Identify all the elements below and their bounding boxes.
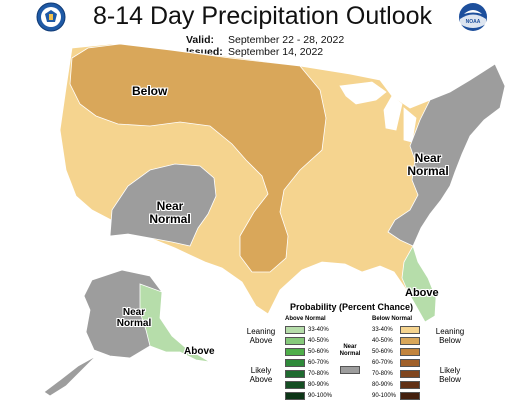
- valid-dates: Valid: September 22 - 28, 2022: [186, 34, 344, 46]
- legend-near-normal-swatch: [340, 366, 360, 374]
- legend-below-bin-swatch: [400, 359, 420, 367]
- legend-below-bin-label: 70-80%: [372, 371, 393, 377]
- legend-above-header: Above Normal: [285, 316, 326, 322]
- legend-above-bin-label: 60-70%: [308, 360, 329, 366]
- legend-likely-above: Likely Above: [249, 366, 273, 385]
- legend-above-bin-swatch: [285, 392, 305, 400]
- legend-above-bin-label: 80-90%: [308, 382, 329, 388]
- legend-above-bin-swatch: [285, 359, 305, 367]
- legend-below-header: Below Normal: [372, 316, 413, 322]
- southwest-near-normal-region: [109, 163, 217, 247]
- alaska-near-normal-region: [43, 269, 163, 397]
- page-title: 8-14 Day Precipitation Outlook: [92, 2, 433, 30]
- legend-below-bin-label: 60-70%: [372, 360, 393, 366]
- legend-below-bin-swatch: [400, 381, 420, 389]
- legend-above-bin-label: 33-40%: [308, 327, 329, 333]
- alaska-above-region: [139, 283, 211, 363]
- below-core-region: [69, 43, 327, 273]
- label-near-normal-west: Near Normal: [149, 199, 191, 226]
- valid-value: September 22 - 28, 2022: [228, 34, 345, 46]
- legend-above-bin-swatch: [285, 337, 305, 345]
- legend-above-bin-label: 70-80%: [308, 371, 329, 377]
- legend-below-bin-label: 50-60%: [372, 349, 393, 355]
- legend-near-normal-label: Near Normal: [339, 344, 361, 358]
- legend-above-bin-label: 90-100%: [308, 393, 333, 399]
- legend-below-bin-label: 80-90%: [372, 382, 393, 388]
- probability-legend: Probability (Percent Chance) Above Norma…: [240, 300, 525, 405]
- legend-below-bin-label: 90-100%: [372, 393, 397, 399]
- legend-below-bin-swatch: [400, 326, 420, 334]
- label-near-normal-east: Near Normal: [407, 151, 449, 178]
- legend-above-bin-swatch: [285, 348, 305, 356]
- legend-below-bin-label: 33-40%: [372, 327, 393, 333]
- label-near-normal-alaska: Near Normal: [116, 307, 152, 329]
- legend-below-bin-swatch: [400, 337, 420, 345]
- legend-leaning-above: Leaning Above: [246, 327, 276, 346]
- legend-below-bin-swatch: [400, 370, 420, 378]
- legend-title: Probability (Percent Chance): [290, 302, 414, 312]
- legend-below-bin-label: 40-50%: [372, 338, 393, 344]
- legend-above-bin-swatch: [285, 370, 305, 378]
- florida-above-region: [401, 244, 437, 323]
- legend-above-bin-swatch: [285, 381, 305, 389]
- label-below: Below: [132, 84, 168, 98]
- label-above-alaska: Above: [184, 346, 215, 357]
- svg-text:NOAA: NOAA: [466, 19, 481, 25]
- legend-below-bin-swatch: [400, 392, 420, 400]
- noaa-logo-icon: NOAA: [459, 3, 487, 31]
- commerce-seal-icon: [36, 2, 66, 32]
- legend-above-bin-swatch: [285, 326, 305, 334]
- valid-label: Valid:: [186, 34, 215, 46]
- legend-above-bin-label: 50-60%: [308, 349, 329, 355]
- legend-likely-below: Likely Below: [439, 366, 461, 385]
- east-near-normal-region: [387, 63, 506, 247]
- legend-above-bin-label: 40-50%: [308, 338, 329, 344]
- legend-below-bin-swatch: [400, 348, 420, 356]
- legend-leaning-below: Leaning Below: [435, 327, 465, 346]
- issued-value: September 14, 2022: [228, 46, 324, 58]
- label-above-florida: Above: [405, 287, 439, 299]
